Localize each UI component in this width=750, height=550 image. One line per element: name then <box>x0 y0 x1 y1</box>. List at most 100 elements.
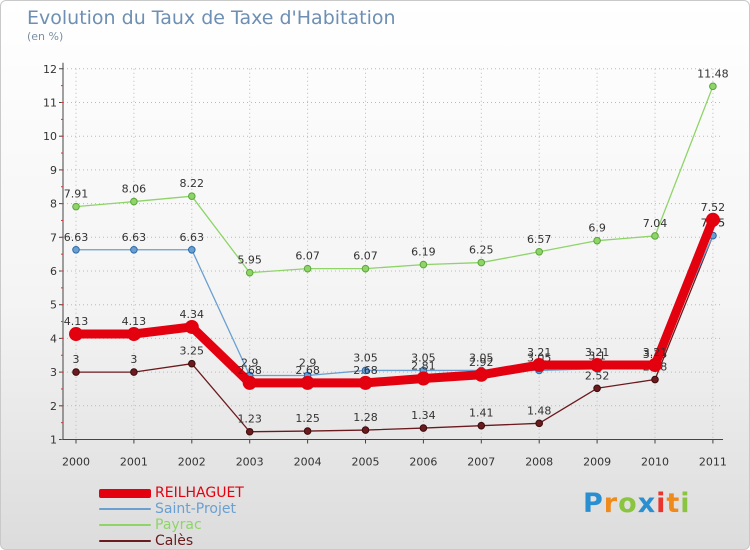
data-point-payrac <box>594 237 601 244</box>
data-label-cal-s: 1.41 <box>469 407 494 420</box>
legend-label: Saint-Projet <box>155 501 236 517</box>
data-point-cal-s <box>420 425 427 432</box>
x-tick-label: 2000 <box>62 456 90 469</box>
data-label-reilhaguet: 7.52 <box>701 201 726 214</box>
legend-label: Payrac <box>155 517 202 533</box>
data-label-cal-s: 3.25 <box>180 345 205 358</box>
logo-letter: i <box>656 488 666 519</box>
data-label-cal-s: 3 <box>130 353 137 366</box>
data-label-reilhaguet: 2.68 <box>353 364 378 377</box>
y-tick-label: 1 <box>50 434 57 447</box>
data-point-payrac <box>189 193 196 200</box>
series-line-saint-projet <box>76 236 713 376</box>
data-point-reilhaguet <box>706 213 719 226</box>
data-label-cal-s: 1.34 <box>411 409 436 422</box>
data-point-payrac <box>652 233 659 240</box>
data-point-cal-s <box>652 376 659 383</box>
legend-item: Saint-Projet <box>99 501 359 517</box>
data-point-reilhaguet <box>70 328 83 341</box>
legend-swatch <box>99 508 151 510</box>
data-label-payrac: 6.9 <box>588 222 606 235</box>
x-tick-label: 2006 <box>409 456 437 469</box>
data-point-reilhaguet <box>301 376 314 389</box>
y-tick-label: 9 <box>50 164 57 177</box>
logo-letter: o <box>618 488 638 519</box>
x-tick-label: 2007 <box>467 456 495 469</box>
data-point-reilhaguet <box>185 320 198 333</box>
y-tick-label: 2 <box>50 400 57 413</box>
data-point-cal-s <box>73 369 80 376</box>
x-tick-label: 2003 <box>236 456 264 469</box>
data-point-payrac <box>478 259 485 266</box>
proxiti-logo: Proxiti <box>583 488 691 519</box>
y-tick-label: 7 <box>50 231 57 244</box>
data-point-payrac <box>73 203 80 210</box>
data-label-payrac: 7.91 <box>64 188 89 201</box>
data-point-saint-projet <box>131 246 138 253</box>
y-tick-label: 4 <box>50 332 57 345</box>
data-label-reilhaguet: 3.21 <box>585 346 610 359</box>
data-label-reilhaguet: 4.34 <box>180 308 205 321</box>
data-point-cal-s <box>246 428 253 435</box>
x-tick-label: 2009 <box>583 456 611 469</box>
logo-letter: r <box>604 488 618 519</box>
data-label-saint-projet: 6.63 <box>64 231 89 244</box>
data-point-reilhaguet <box>417 372 430 385</box>
data-label-reilhaguet: 2.68 <box>237 364 262 377</box>
data-point-payrac <box>710 83 717 90</box>
data-label-reilhaguet: 2.92 <box>469 356 494 369</box>
data-point-reilhaguet <box>533 359 546 372</box>
data-point-reilhaguet <box>359 376 372 389</box>
data-label-payrac: 6.25 <box>469 244 494 257</box>
data-label-saint-projet: 3.05 <box>353 351 378 364</box>
chart-legend: REILHAGUET Saint-Projet Payrac Calès <box>99 485 359 549</box>
data-point-reilhaguet <box>591 359 604 372</box>
legend-item: REILHAGUET <box>99 485 359 501</box>
data-point-cal-s <box>594 385 601 392</box>
data-point-payrac <box>362 265 369 272</box>
logo-letter: t <box>666 488 680 519</box>
data-label-cal-s: 1.25 <box>295 412 320 425</box>
x-tick-label: 2008 <box>525 456 553 469</box>
data-label-payrac: 6.19 <box>411 246 436 259</box>
x-tick-label: 2010 <box>641 456 669 469</box>
data-label-payrac: 6.57 <box>527 233 552 246</box>
data-point-reilhaguet <box>127 328 140 341</box>
y-tick-label: 12 <box>43 63 57 76</box>
legend-swatch <box>99 489 151 498</box>
data-point-cal-s <box>304 428 311 435</box>
legend-item: Payrac <box>99 517 359 533</box>
data-label-saint-projet: 6.63 <box>180 231 205 244</box>
y-tick-label: 6 <box>50 265 57 278</box>
legend-label: Calès <box>155 533 193 549</box>
y-tick-label: 10 <box>43 130 57 143</box>
data-point-reilhaguet <box>243 376 256 389</box>
data-label-payrac: 5.95 <box>237 254 262 267</box>
legend-swatch <box>99 540 151 542</box>
data-label-reilhaguet: 3.21 <box>643 346 668 359</box>
line-chart: 1234567891011122000 2001 2002 2003 2004 2005 2… <box>1 1 750 550</box>
data-point-reilhaguet <box>475 368 488 381</box>
data-label-reilhaguet: 2.68 <box>295 364 320 377</box>
x-tick-label: 2011 <box>699 456 727 469</box>
logo-letter: x <box>638 488 656 519</box>
data-point-saint-projet <box>189 246 196 253</box>
data-label-cal-s: 1.23 <box>237 413 262 426</box>
data-label-cal-s: 1.48 <box>527 404 552 417</box>
data-label-payrac: 8.22 <box>180 177 205 190</box>
data-label-cal-s: 3 <box>73 353 80 366</box>
x-tick-label: 2001 <box>120 456 148 469</box>
data-point-cal-s <box>362 427 369 434</box>
chart-frame: Evolution du Taux de Taxe d'Habitation (… <box>0 0 750 550</box>
data-point-reilhaguet <box>649 359 662 372</box>
y-tick-label: 3 <box>50 366 57 379</box>
data-point-cal-s <box>536 420 543 427</box>
data-label-payrac: 8.06 <box>122 183 147 196</box>
data-label-cal-s: 1.28 <box>353 411 378 424</box>
y-tick-label: 8 <box>50 198 57 211</box>
data-label-payrac: 11.48 <box>697 67 729 80</box>
data-label-saint-projet: 6.63 <box>122 231 147 244</box>
data-label-payrac: 6.07 <box>295 250 320 263</box>
legend-item: Calès <box>99 533 359 549</box>
x-tick-label: 2004 <box>294 456 322 469</box>
